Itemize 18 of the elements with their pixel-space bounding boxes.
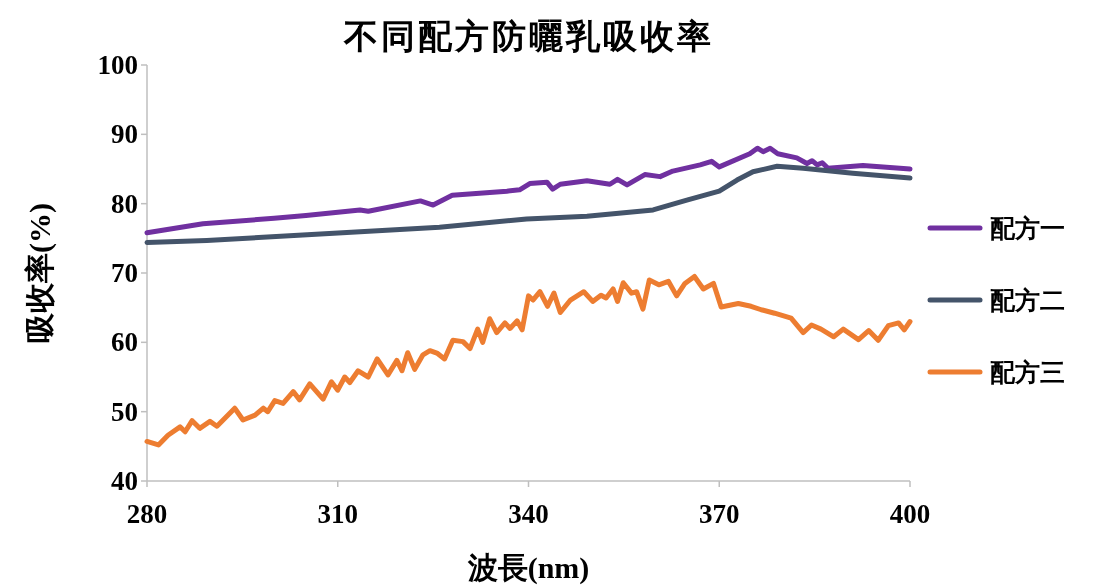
y-tick-label: 40 (111, 466, 138, 496)
y-tick-label: 100 (97, 50, 138, 80)
x-tick-label: 280 (126, 499, 168, 529)
legend-label: 配方三 (990, 359, 1065, 386)
y-axis-title: 吸收率(%) (23, 203, 57, 343)
chart-title: 不同配方防曬乳吸收率 (342, 18, 714, 55)
y-tick-label: 60 (111, 327, 138, 358)
y-tick-label: 80 (111, 188, 138, 219)
x-tick-label: 340 (508, 499, 549, 529)
x-tick-label: 370 (699, 499, 740, 529)
y-tick-label: 90 (111, 119, 138, 150)
x-tick-label: 400 (889, 499, 931, 529)
legend-label: 配方二 (990, 287, 1065, 314)
legend-label: 配方一 (990, 215, 1065, 242)
y-tick-label: 50 (111, 396, 138, 427)
x-tick-label: 310 (317, 499, 358, 529)
x-axis-title: 波長(nm) (466, 551, 590, 585)
y-tick-label: 70 (111, 258, 138, 288)
